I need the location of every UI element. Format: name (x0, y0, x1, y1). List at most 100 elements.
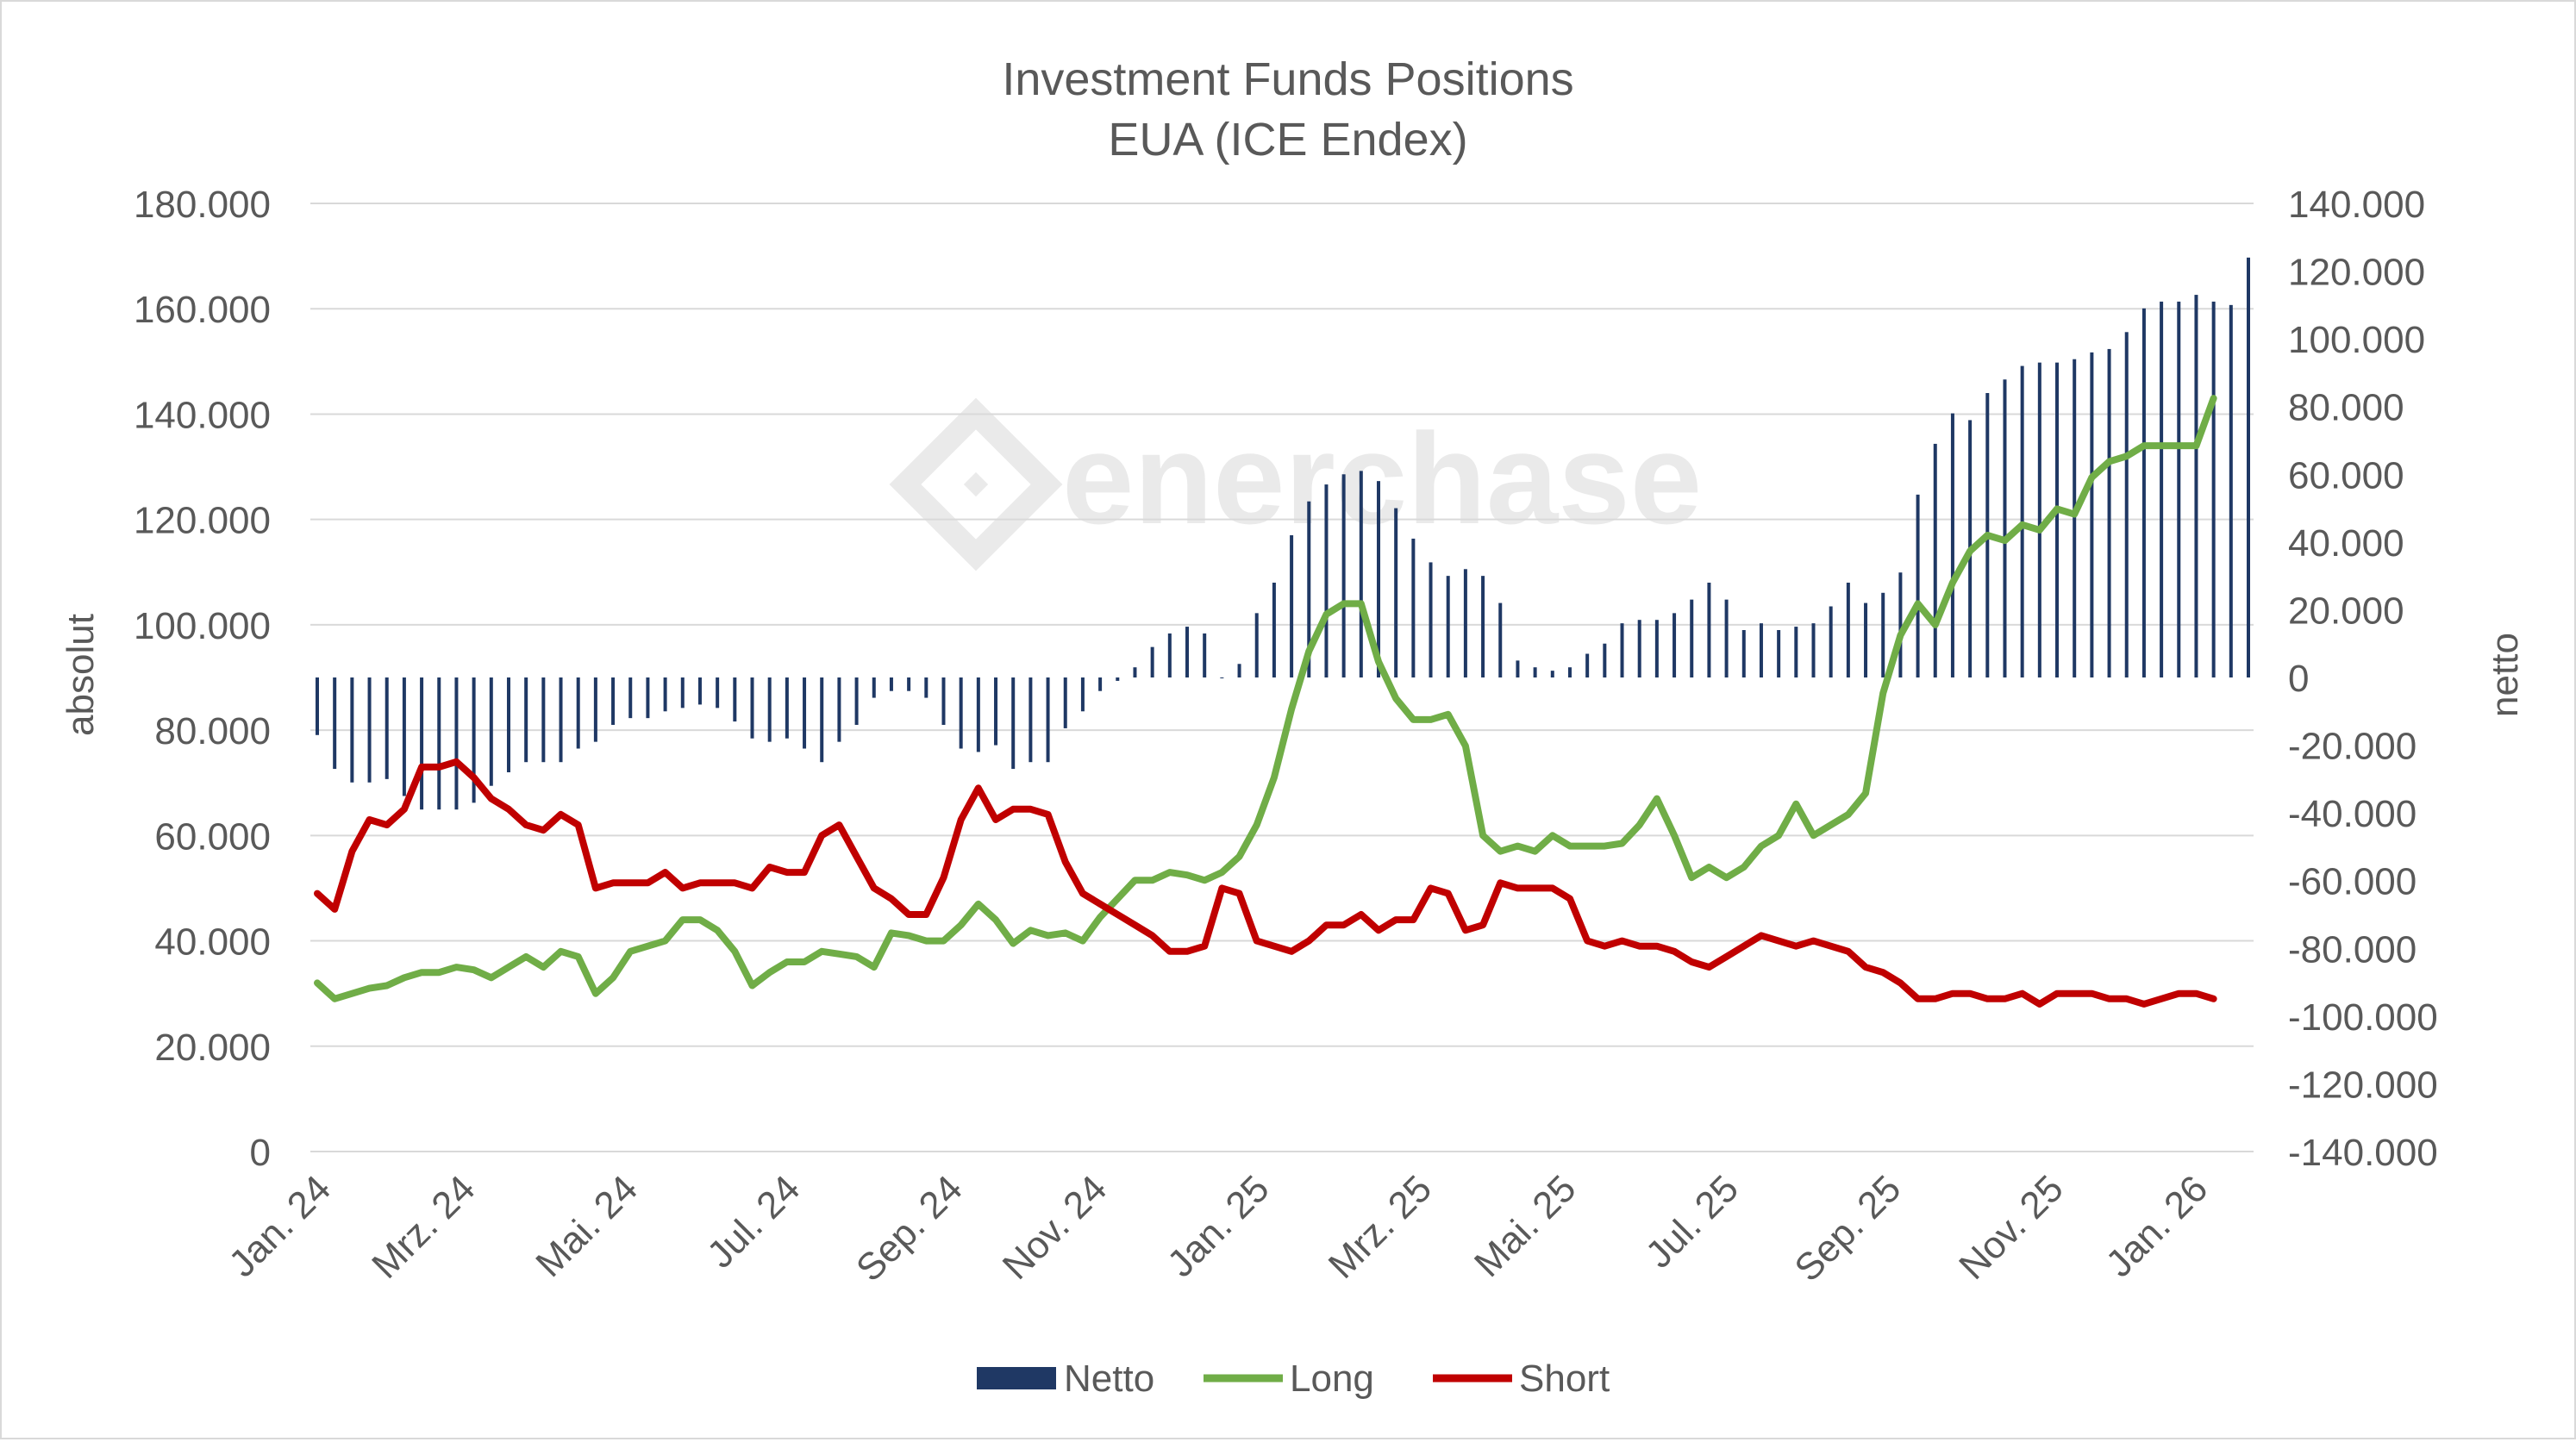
netto-bar (559, 677, 563, 763)
x-tick-label: Jul. 25 (1638, 1167, 1747, 1276)
netto-bar (1220, 677, 1224, 678)
legend-item-long[interactable]: Long (1204, 1358, 1374, 1400)
netto-bar (1950, 413, 1954, 677)
netto-bar (1811, 623, 1816, 677)
y-left-tick-label: 100.000 (134, 605, 271, 647)
legend-item-short[interactable]: Short (1433, 1358, 1610, 1400)
netto-bar (941, 677, 946, 725)
netto-bar (2247, 257, 2250, 677)
netto-bar (437, 677, 441, 810)
y-left-tick-label: 180.000 (134, 184, 271, 226)
netto-bar (1446, 576, 1450, 677)
x-tick-label: Mrz. 25 (1321, 1167, 1440, 1286)
netto-bar (1116, 677, 1120, 681)
netto-bar (1916, 494, 1920, 677)
netto-bar (489, 677, 493, 786)
netto-bar (646, 677, 650, 719)
netto-bar (697, 677, 702, 705)
legend-label-short: Short (1519, 1358, 1610, 1400)
netto-bar (1341, 474, 1346, 677)
x-tick-label: Sep. 25 (1786, 1167, 1909, 1289)
x-tick-label: Jan. 25 (1160, 1167, 1278, 1285)
netto-bar (2229, 304, 2233, 677)
netto-bar (593, 677, 597, 742)
netto-bar (1203, 633, 1207, 677)
netto-bar (367, 677, 372, 783)
netto-bar (1394, 508, 1398, 677)
netto-bar (1481, 576, 1485, 677)
netto-bar (889, 677, 893, 691)
series-lines (314, 395, 2217, 1008)
x-tick-label: Nov. 24 (995, 1167, 1116, 1288)
y-right-tick-label: 60.000 (2288, 454, 2404, 496)
chart-title: Investment Funds Positions (1002, 53, 1573, 105)
netto-bar (1846, 583, 1850, 677)
netto-bar (750, 677, 754, 739)
y-right-tick-label: -100.000 (2288, 996, 2438, 1039)
netto-bar (1098, 677, 1103, 691)
x-tick-label: Jan. 26 (2098, 1167, 2216, 1285)
y-right-tick-label: -40.000 (2288, 793, 2417, 835)
netto-bar (2037, 362, 2041, 677)
netto-bar (1777, 630, 1781, 677)
y-left-tick-label: 60.000 (154, 815, 271, 858)
netto-bar (1864, 602, 1868, 677)
x-tick-label: Jul. 24 (699, 1167, 808, 1276)
netto-bar (2107, 348, 2111, 677)
netto-bar (350, 677, 354, 783)
netto-bar (1411, 538, 1416, 677)
netto-bar (2141, 308, 2146, 677)
y-left-tick-label: 140.000 (134, 394, 271, 436)
netto-bar (1516, 660, 1520, 677)
legend-label-netto: Netto (1064, 1358, 1154, 1400)
watermark: enerchase (889, 397, 1702, 571)
y-axis-right: -140.000 -120.000 -100.000 -80.000 -60.000 -4… (2288, 184, 2438, 1174)
netto-bar (1376, 481, 1380, 677)
netto-bar (402, 677, 406, 796)
netto-bar (576, 677, 580, 749)
netto-bar (803, 677, 807, 749)
x-tick-label: Mrz. 24 (364, 1167, 483, 1286)
netto-bar (1603, 643, 1607, 677)
netto-bar (454, 677, 459, 810)
y-right-tick-label: 100.000 (2288, 319, 2425, 361)
y-right-tick-label: -140.000 (2288, 1132, 2438, 1174)
netto-bar (785, 677, 789, 739)
netto-bar (1063, 677, 1067, 728)
y-right-tick-label: -120.000 (2288, 1064, 2438, 1106)
watermark-logo-icon (889, 397, 1063, 571)
netto-bar (1741, 630, 1746, 677)
netto-bar (2177, 301, 2181, 677)
netto-bar (1029, 677, 1033, 763)
netto-bar (1724, 599, 1729, 677)
y-left-tick-label: 80.000 (154, 710, 271, 752)
netto-bar (1829, 606, 1833, 677)
y-axis-right-title: netto (2484, 633, 2526, 717)
netto-bar (1550, 671, 1554, 677)
netto-bar (541, 677, 546, 763)
y-right-tick-label: -20.000 (2288, 726, 2417, 768)
netto-bar (872, 677, 876, 698)
netto-bar (1933, 443, 1937, 677)
netto-bar (854, 677, 859, 725)
y-right-tick-label: 80.000 (2288, 387, 2404, 429)
netto-bar (1237, 664, 1241, 677)
netto-bar (420, 677, 424, 810)
netto-bar (1794, 627, 1798, 677)
netto-bar (1690, 599, 1694, 677)
y-right-tick-label: 140.000 (2288, 184, 2425, 226)
netto-bar (716, 677, 720, 709)
netto-bar (1359, 471, 1363, 677)
netto-bar (611, 677, 616, 725)
netto-bar (1673, 613, 1677, 677)
legend-item-netto[interactable]: Netto (977, 1358, 1154, 1400)
legend: Netto Long Short (977, 1358, 1610, 1400)
netto-bar (1429, 562, 1433, 677)
y-left-tick-label: 160.000 (134, 289, 271, 331)
x-tick-label: Jan. 24 (221, 1167, 339, 1285)
netto-bar (994, 677, 998, 746)
netto-bar (2073, 359, 2077, 677)
series-line-long (314, 395, 2217, 1002)
